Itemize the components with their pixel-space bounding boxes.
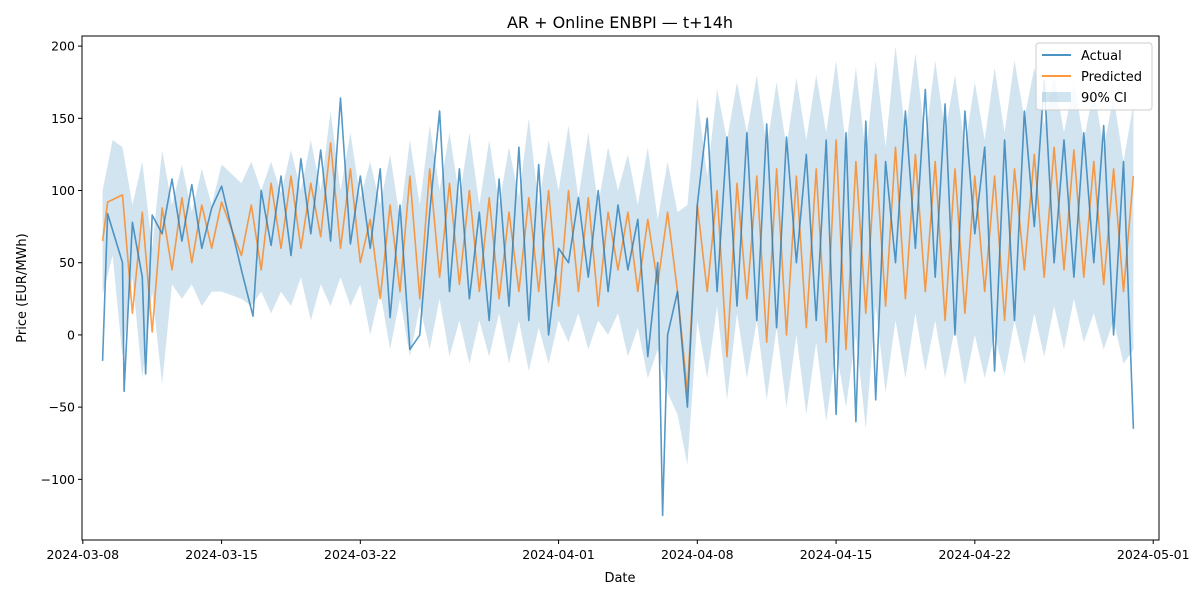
x-axis-label: Date [604,571,635,586]
actual-line [101,80,1135,517]
x-axis: 2024-03-08 2024-03-15 2024-03-22 2024-04-01… [46,540,1190,562]
legend-label: Predicted [1081,70,1142,85]
ci-band [102,46,1134,465]
plot-frame [81,35,1160,541]
y-axis-label: Price (EUR/MWh) [15,233,30,342]
x-tick-label: 2024-04-08 [661,547,734,562]
legend-label: Actual [1081,49,1122,64]
y-tick-label: 150 [51,111,75,126]
legend-swatch-ci [1042,92,1071,102]
chart-title: AR + Online ENBPI — t+14h [507,13,733,32]
x-tick-label: 2024-03-15 [185,547,258,562]
x-tick-label: 2024-05-01 [1117,547,1190,562]
y-tick-label: −100 [41,472,75,487]
ci-layer [102,46,1134,465]
y-tick-label: 50 [59,255,75,270]
y-tick-label: 200 [51,39,75,54]
y-axis: −100 −50 0 50 100 150 200 [41,39,82,487]
x-tick-label: 2024-04-15 [800,547,873,562]
y-tick-label: 100 [51,183,75,198]
x-tick-label: 2024-04-22 [938,547,1011,562]
y-tick-label: −50 [49,400,75,415]
x-tick-label: 2024-04-01 [522,547,595,562]
y-tick-label: 0 [67,327,75,342]
x-tick-label: 2024-03-08 [46,547,119,562]
legend-box [1035,42,1153,111]
legend: Actual Predicted 90% CI [1035,42,1153,111]
series-layer [101,80,1135,517]
legend-label: 90% CI [1081,91,1127,106]
x-tick-label: 2024-03-22 [324,547,397,562]
